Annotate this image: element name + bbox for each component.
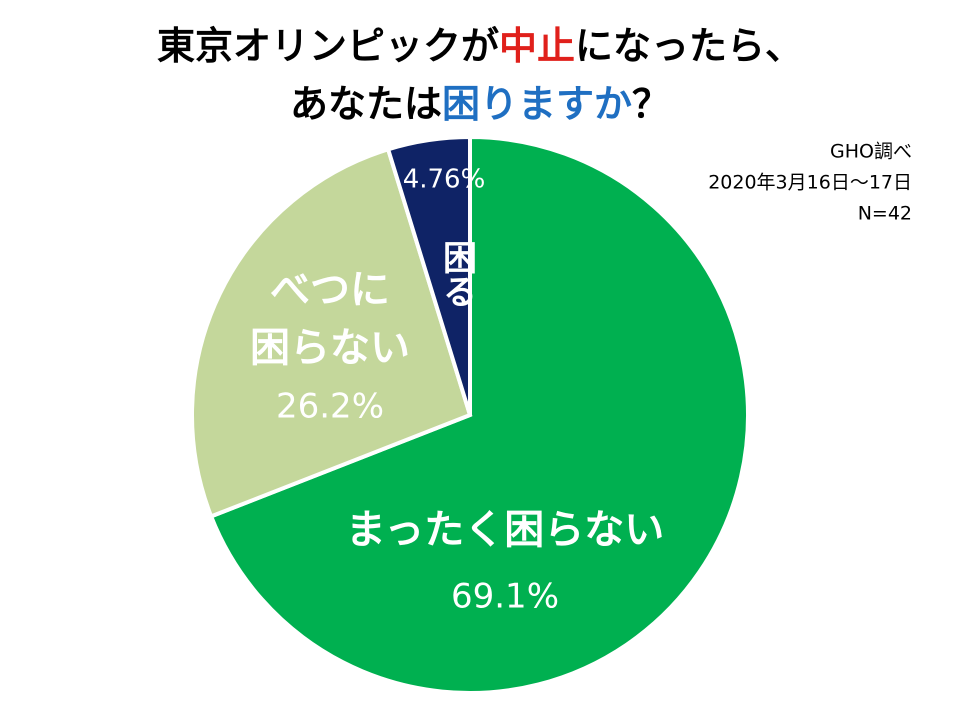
slice-label: 困らない (250, 325, 410, 371)
slice-label: 困る (437, 240, 477, 308)
chart-title: あなたは困りますか？ (290, 82, 670, 126)
value-label: 4.76% (403, 165, 486, 195)
title-segment: になったら、 (575, 24, 803, 68)
pie-slice (208, 134, 750, 695)
title-segment: 東京オリンピックが (157, 24, 499, 68)
slice-label: べつに (270, 267, 390, 313)
title-segment: ？ (632, 82, 670, 126)
note: GHO調べ (830, 141, 912, 163)
title-segment: 中止 (499, 24, 575, 68)
value-label: 26.2% (276, 387, 384, 427)
note: N=42 (858, 203, 912, 225)
title-segment: あなたは (290, 82, 442, 126)
title-segment: 困りますか (442, 82, 632, 126)
note: 2020年3月16日～17日 (708, 172, 912, 194)
pie-slice (190, 146, 473, 519)
value-label: 69.1% (451, 577, 559, 617)
chart-title: 東京オリンピックが中止になったら、 (157, 24, 803, 68)
pie-slice (385, 134, 472, 416)
slice-label: まったく困らない (346, 507, 664, 553)
